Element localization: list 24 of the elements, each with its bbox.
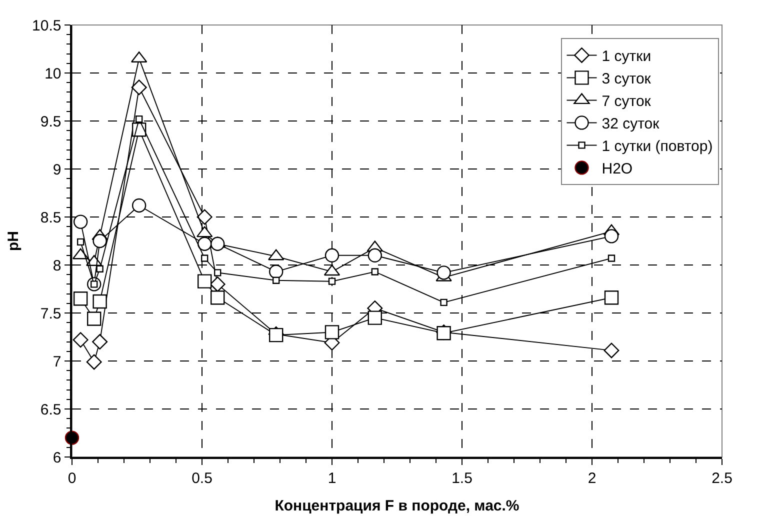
x-tick-label: 2 (588, 470, 596, 487)
y-tick-label: 9.5 (40, 113, 62, 130)
legend-label: 7 суток (602, 93, 652, 110)
x-axis-title: Концентрация F в породе, мас.% (274, 497, 520, 514)
legend-label: 1 сутки (повтор) (602, 138, 713, 156)
y-tick-label: 6 (52, 449, 62, 466)
y-axis-title: pH (4, 231, 22, 251)
y-tick-label: 7 (52, 353, 62, 370)
legend-label: 3 суток (602, 70, 652, 88)
y-tick-label: 8.5 (40, 209, 62, 226)
legend-label: 32 суток (602, 116, 660, 133)
y-tick-label: 10.5 (32, 17, 62, 34)
y-tick-label: 10 (44, 65, 62, 82)
y-tick-label: 6.5 (40, 401, 62, 418)
x-tick-label: 1.5 (452, 470, 472, 487)
x-tick-label: 1 (328, 470, 336, 487)
y-tick-label: 8 (52, 257, 62, 274)
x-tick-label: 0.5 (192, 470, 212, 487)
y-tick-label: 9 (52, 161, 62, 178)
x-tick-label: 0 (68, 470, 76, 487)
y-tick-label: 7.5 (40, 305, 62, 322)
legend-label: 1 сутки (602, 48, 652, 66)
legend-label: H2O (602, 160, 633, 178)
x-tick-label: 2.5 (712, 470, 732, 487)
